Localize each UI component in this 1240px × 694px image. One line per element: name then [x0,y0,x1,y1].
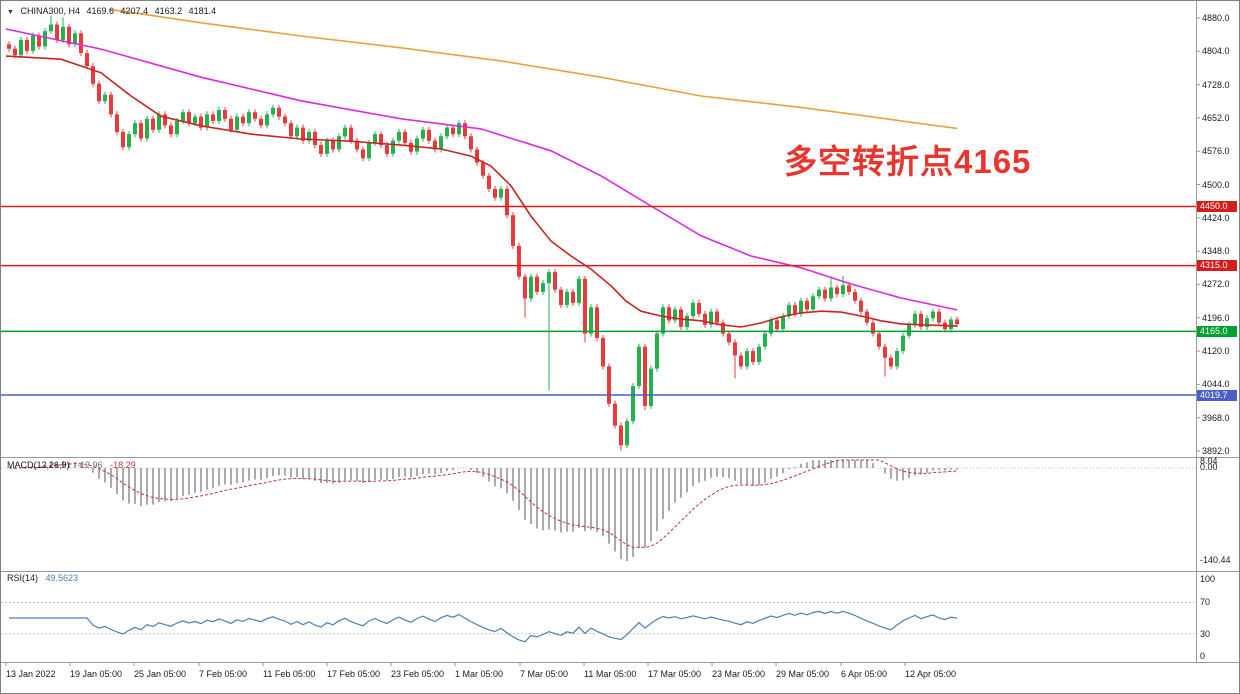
time-axis-layer [5,663,906,666]
moving-averages-layer [5,8,958,328]
candles-layer [7,15,959,451]
ma-mid [5,28,958,311]
macd-layer [1,459,1196,561]
ma-slow [108,8,958,130]
rsi-layer [1,601,1196,643]
ma-fast [5,55,958,328]
price-axis-ticks [1196,17,1200,452]
panel-separators [1,1,1239,663]
hlines-layer [1,205,1196,396]
